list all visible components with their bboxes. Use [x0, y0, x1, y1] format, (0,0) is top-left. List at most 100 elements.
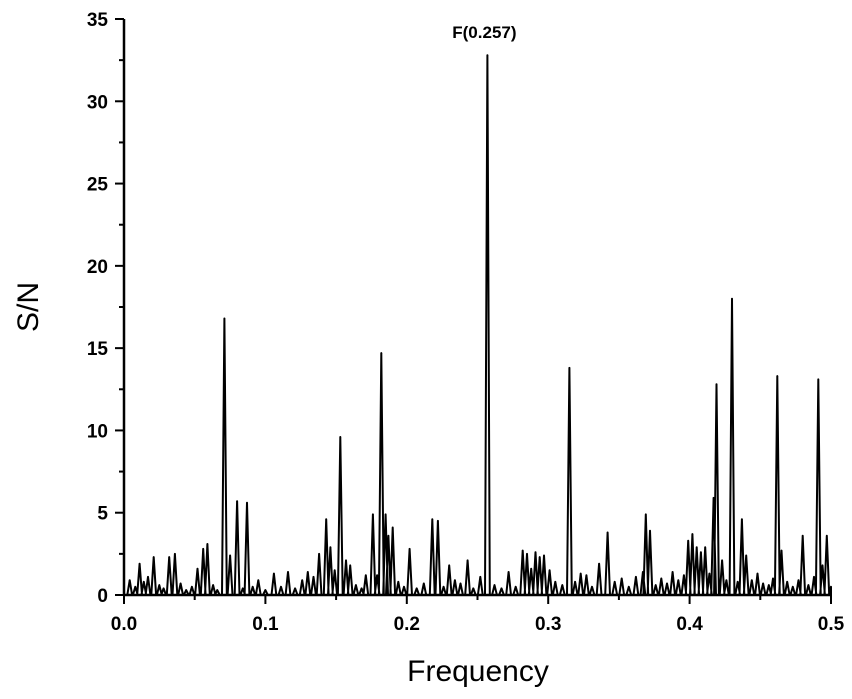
peak-point-9 [174, 553, 176, 555]
peak-point-82 [598, 562, 600, 565]
peak-point-110 [745, 554, 747, 557]
peak-point-114 [768, 584, 770, 586]
peak-point-15 [206, 543, 209, 545]
peak-point-45 [380, 352, 383, 354]
peak-point-55 [437, 520, 439, 522]
peak-point-67 [514, 586, 517, 588]
peak-point-121 [801, 535, 804, 537]
peak-point-30 [301, 579, 304, 581]
peak-point-42 [365, 574, 367, 577]
peak-point-5 [152, 556, 155, 558]
y-tick-label-7: 35 [87, 10, 109, 31]
peak-point-1 [134, 586, 137, 588]
peak-point-58 [454, 579, 456, 581]
peak-point-16 [212, 584, 214, 586]
axes-layer [115, 18, 832, 604]
y-tick-label-4: 20 [87, 257, 108, 278]
peak-point-126 [826, 535, 828, 537]
peak-point-13 [196, 567, 199, 570]
peak-point-72 [538, 556, 541, 558]
peak-point-23 [251, 586, 254, 588]
peak-point-127 [830, 586, 832, 588]
annotation-0: F(0.257) [452, 23, 516, 42]
peak-point-66 [507, 571, 510, 573]
x-tick-label-4: 0.4 [676, 614, 703, 635]
peak-point-18 [223, 317, 226, 320]
peak-point-22 [246, 502, 248, 504]
peak-point-29 [294, 587, 296, 590]
x-axis-title: Frequency [407, 655, 549, 688]
peak-point-26 [273, 572, 275, 575]
peak-point-64 [493, 584, 496, 586]
y-tick-label-6: 30 [87, 92, 108, 113]
peak-point-3 [143, 581, 145, 583]
peak-point-51 [408, 548, 411, 550]
peak-point-25 [264, 589, 267, 591]
peak-point-124 [817, 378, 820, 381]
peak-point-71 [534, 551, 537, 553]
peak-point-91 [654, 584, 657, 586]
peak-point-118 [786, 581, 788, 583]
peak-point-53 [423, 582, 425, 585]
peak-point-85 [620, 577, 623, 580]
peak-point-90 [649, 530, 651, 532]
peak-point-88 [642, 571, 644, 573]
peak-point-80 [585, 574, 588, 577]
peak-point-87 [635, 576, 637, 578]
peak-point-123 [813, 576, 815, 578]
peak-point-83 [606, 531, 609, 534]
peak-point-24 [257, 579, 260, 581]
peak-point-38 [345, 559, 347, 562]
peak-point-100 [700, 551, 702, 553]
peak-point-62 [479, 576, 482, 578]
y-tick-label-0: 0 [97, 586, 108, 607]
peak-point-28 [287, 571, 289, 573]
x-tick-label-0: 0.0 [111, 614, 137, 635]
peak-point-21 [242, 587, 244, 590]
peak-point-19 [229, 554, 231, 557]
x-tick-label-3: 0.3 [535, 614, 561, 635]
peak-point-35 [329, 546, 332, 549]
peak-point-11 [185, 589, 187, 591]
peak-point-54 [431, 518, 434, 521]
peak-point-102 [708, 572, 711, 575]
peak-point-44 [376, 574, 378, 577]
peak-point-0 [128, 579, 131, 581]
peak-point-43 [372, 513, 374, 516]
y-tick-label-3: 15 [87, 339, 109, 360]
peak-point-105 [721, 559, 723, 562]
peak-point-41 [360, 587, 363, 590]
peak-point-125 [821, 564, 824, 567]
peak-point-4 [147, 576, 149, 578]
peak-point-111 [751, 579, 753, 581]
peak-point-99 [695, 546, 698, 549]
peak-point-57 [448, 564, 451, 567]
peak-point-2 [138, 562, 141, 565]
peak-point-7 [162, 587, 165, 590]
peak-point-98 [691, 533, 694, 535]
peak-point-116 [776, 375, 779, 377]
peak-point-34 [325, 518, 328, 521]
peak-point-101 [704, 546, 706, 549]
peak-point-37 [339, 436, 342, 438]
peak-point-117 [780, 549, 783, 552]
peak-point-78 [574, 581, 576, 583]
peak-point-104 [715, 383, 718, 386]
peak-point-20 [236, 500, 238, 503]
peak-point-108 [736, 581, 739, 583]
peak-point-106 [725, 579, 728, 581]
peak-point-95 [677, 579, 680, 581]
peak-point-94 [671, 571, 674, 573]
y-tick-label-1: 5 [97, 504, 108, 525]
peak-point-79 [579, 572, 582, 575]
peak-point-75 [554, 581, 557, 583]
peak-point-10 [179, 582, 182, 585]
peak-point-92 [660, 577, 663, 580]
peak-point-112 [756, 572, 759, 575]
peak-point-107 [731, 298, 733, 300]
labels-layer: 0.0 0.1 0.2 0.3 0.4 0.5 0 5 10 15 20 25 30 35 F(0.257) [87, 10, 845, 635]
peak-point-61 [472, 587, 475, 590]
peak-point-33 [318, 553, 320, 555]
peak-point-12 [191, 586, 193, 588]
peak-point-56 [442, 586, 445, 588]
